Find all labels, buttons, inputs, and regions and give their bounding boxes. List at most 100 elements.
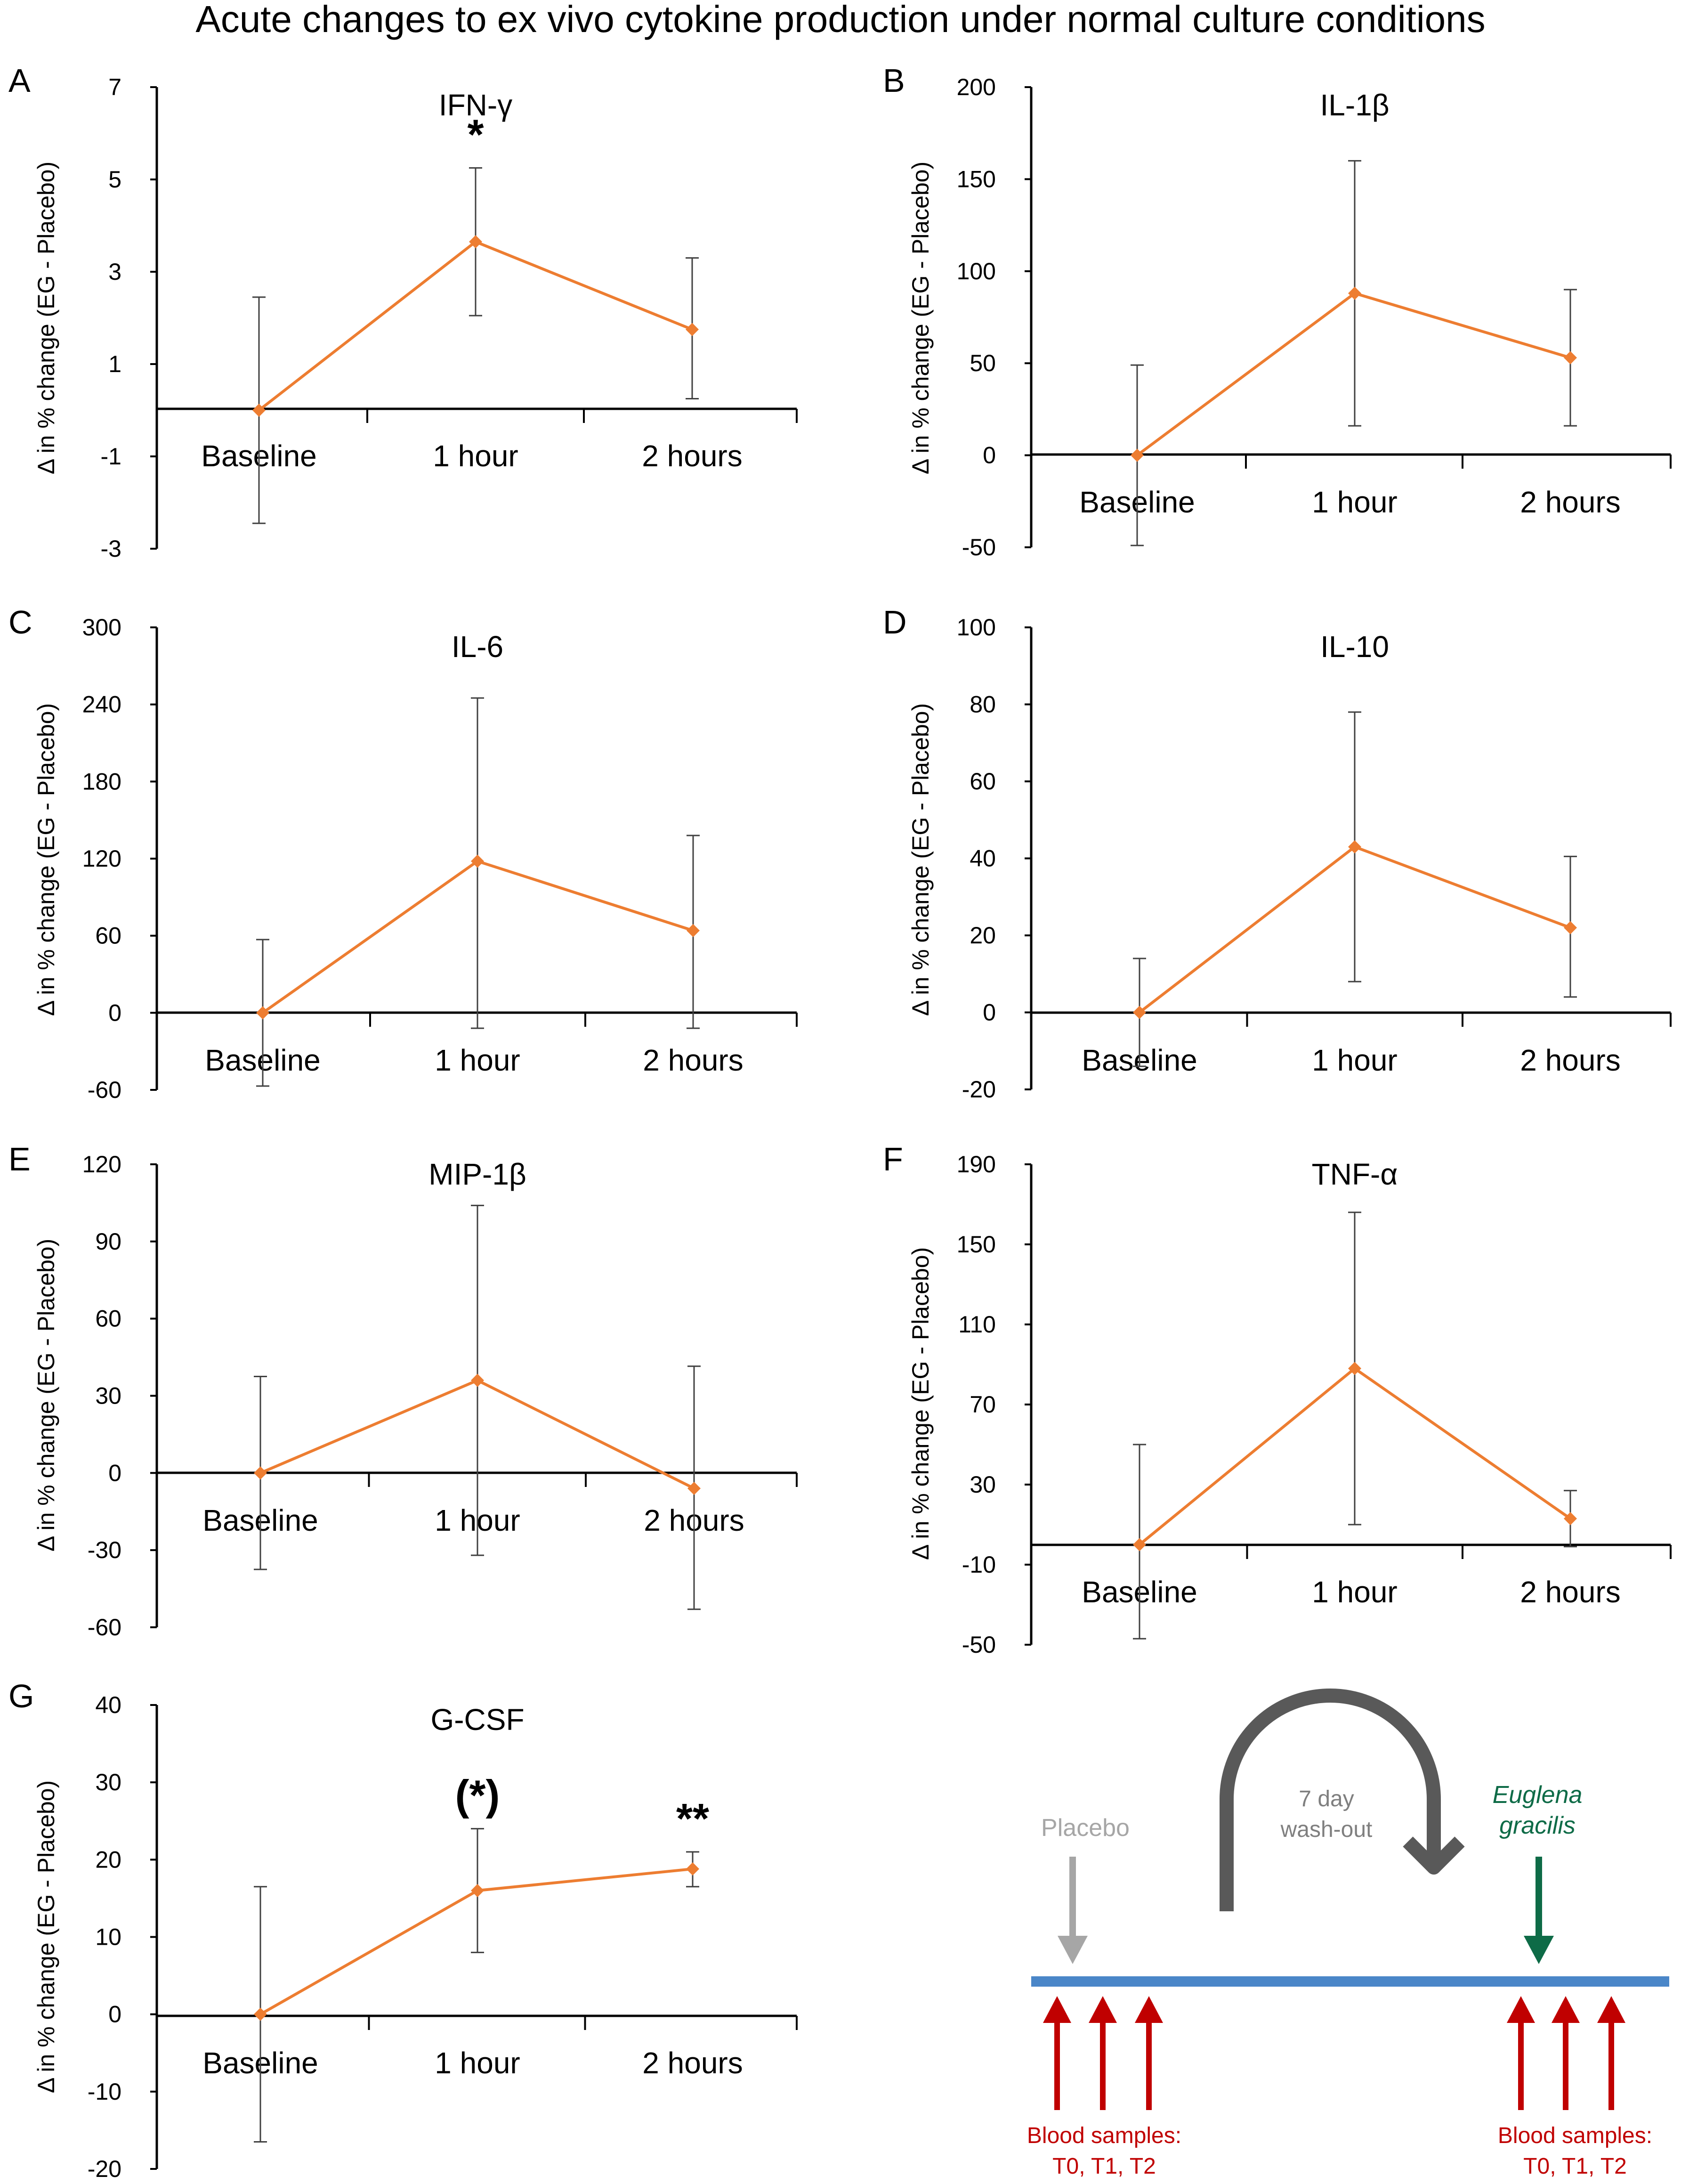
charts-area: A IFN-γ Δ in % change (EG - Placebo) 7 5 3 1 -1…: [8, 62, 1672, 2182]
y-tick-label: -20: [962, 1076, 996, 1103]
y-tick-label: 3: [108, 259, 121, 285]
significance-marker: (*): [455, 1772, 500, 1819]
y-tick-label: -10: [88, 2078, 121, 2105]
placebo-arrowhead: [1058, 1936, 1088, 1964]
y-axis-label: Δ in % change (EG - Placebo): [33, 1780, 59, 2093]
data-point: [469, 235, 482, 249]
y-tick-label: 100: [957, 614, 996, 641]
data-point: [686, 323, 699, 336]
x-tick-label: 2 hours: [643, 1043, 743, 1077]
y-tick-label: 90: [95, 1228, 121, 1255]
y-tick-label: 60: [95, 923, 121, 949]
chart-panel-f: F TNF-α Δ in % change (EG - Placebo) 190 150…: [883, 1141, 1672, 1658]
panel-title: MIP-1β: [428, 1157, 526, 1191]
y-axis-label: Δ in % change (EG - Placebo): [33, 1239, 59, 1551]
euglena-arrowhead: [1524, 1936, 1554, 1964]
x-tick-label: 1 hour: [1312, 1575, 1397, 1609]
x-tick-label: 2 hours: [1520, 485, 1620, 519]
y-tick-label: 180: [82, 768, 121, 795]
x-tick-label: 1 hour: [435, 1043, 520, 1077]
data-point: [1133, 1006, 1146, 1019]
data-point: [686, 1862, 699, 1876]
data-point: [1348, 1362, 1361, 1375]
y-tick-label: 0: [983, 442, 996, 469]
y-tick-label: -10: [962, 1551, 996, 1578]
y-tick-label: 120: [82, 1151, 121, 1177]
y-tick-label: 60: [95, 1306, 121, 1332]
y-tick-label: 240: [82, 691, 121, 718]
blood-samples-right-line1: Blood samples:: [1498, 2123, 1652, 2148]
data-point: [1131, 448, 1144, 462]
blood-sample-arrowhead: [1507, 1996, 1535, 2023]
blood-sample-arrows: [1043, 1996, 1625, 2110]
data-point: [1564, 921, 1577, 934]
blood-samples-left-line2: T0, T1, T2: [1052, 2154, 1156, 2179]
y-tick-label: 0: [108, 1460, 121, 1486]
panel-letter: B: [883, 62, 905, 99]
blood-samples-left-line1: Blood samples:: [1027, 2123, 1181, 2148]
chart-panel-e: E MIP-1β Δ in % change (EG - Placebo) 120 90…: [8, 1141, 798, 1640]
study-design-diagram: 7 day wash-out Placebo Euglena gracilis …: [1027, 1689, 1669, 2179]
figure-title: Acute changes to ex vivo cytokine produc…: [195, 0, 1485, 40]
significance-marker: *: [467, 112, 484, 159]
significance-marker: **: [676, 1795, 709, 1843]
y-tick-label: 30: [970, 1471, 996, 1498]
y-tick-label: 120: [82, 845, 121, 872]
data-point: [471, 1373, 484, 1387]
data-point: [1564, 351, 1577, 365]
y-tick-label: 20: [970, 922, 996, 949]
y-tick-label: 60: [970, 768, 996, 795]
blood-samples-right-line2: T0, T1, T2: [1523, 2154, 1627, 2179]
data-point: [1348, 840, 1361, 853]
y-tick-label: 200: [957, 74, 996, 100]
y-tick-label: 30: [95, 1383, 121, 1409]
y-tick-label: 20: [95, 1846, 121, 1873]
panel-letter: G: [8, 1678, 34, 1714]
y-tick-label: 150: [957, 166, 996, 192]
y-tick-label: 150: [957, 1231, 996, 1258]
panel-letter: E: [8, 1141, 31, 1177]
panel-title: IL-6: [452, 630, 503, 664]
y-tick-label: 7: [108, 74, 121, 100]
x-tick-label: 1 hour: [433, 439, 518, 473]
data-point: [1348, 286, 1361, 300]
panel-letter: F: [883, 1141, 903, 1177]
y-tick-label: -20: [88, 2156, 121, 2182]
y-tick-label: 0: [108, 999, 121, 1026]
y-tick-label: -30: [88, 1537, 121, 1563]
blood-sample-arrowhead: [1135, 1996, 1163, 2023]
panel-title: IFN-γ: [439, 88, 512, 122]
x-tick-label: 2 hours: [642, 2046, 743, 2080]
y-tick-label: -1: [101, 443, 121, 470]
y-tick-label: 50: [970, 350, 996, 376]
panel-letter: D: [883, 604, 907, 641]
chart-panel-d: D IL-10 Δ in % change (EG - Placebo) 100 80 6…: [883, 604, 1672, 1103]
y-tick-label: 190: [957, 1151, 996, 1177]
chart-panel-g: G G-CSF Δ in % change (EG - Placebo) 40 30 20…: [8, 1678, 798, 2182]
euglena-label-line1: Euglena: [1493, 1781, 1583, 1809]
data-point: [254, 1466, 267, 1480]
y-tick-label: 5: [108, 166, 121, 193]
chart-panel-a: A IFN-γ Δ in % change (EG - Placebo) 7 5 3 1 -1…: [8, 62, 798, 562]
data-point: [687, 924, 700, 937]
placebo-label: Placebo: [1041, 1814, 1130, 1842]
y-tick-label: 0: [983, 999, 996, 1026]
y-axis-label: Δ in % change (EG - Placebo): [907, 162, 934, 474]
washout-loop-arrow: [1220, 1689, 1441, 1911]
y-tick-label: -50: [962, 1632, 996, 1658]
x-tick-label: 1 hour: [1312, 1043, 1397, 1077]
y-tick-label: -50: [962, 534, 996, 560]
y-tick-label: 0: [108, 2001, 121, 2028]
data-point: [1133, 1538, 1146, 1551]
y-tick-label: 70: [970, 1391, 996, 1418]
panel-letter: A: [8, 62, 31, 99]
y-tick-label: 30: [95, 1769, 121, 1795]
chart-panel-c: C IL-6 Δ in % change (EG - Placebo) 300 240 1…: [8, 604, 798, 1103]
blood-sample-arrowhead: [1043, 1996, 1071, 2023]
blood-sample-arrowhead: [1552, 1996, 1580, 2023]
y-tick-label: 10: [95, 1924, 121, 1950]
y-tick-label: 80: [970, 691, 996, 718]
data-point: [687, 1482, 701, 1495]
x-tick-label: 1 hour: [435, 2046, 520, 2080]
